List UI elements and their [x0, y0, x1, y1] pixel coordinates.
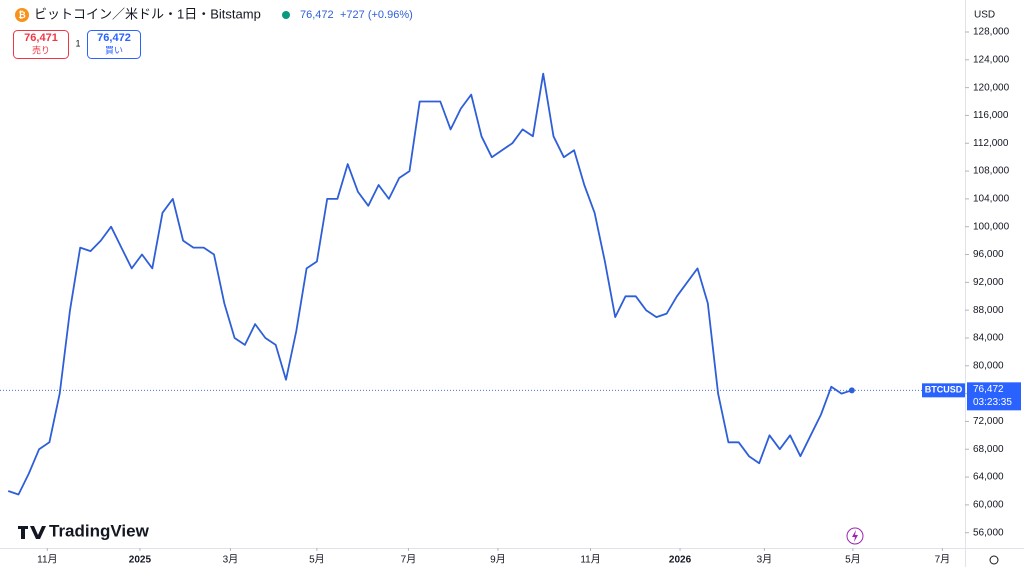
y-tick-label: 100,000: [973, 221, 1010, 232]
plot: [0, 72, 965, 496]
symbol-tag: [922, 383, 965, 398]
y-tick-label: 124,000: [973, 54, 1010, 65]
buy-button[interactable]: [87, 30, 141, 59]
buy-label: 買い: [105, 45, 123, 55]
spread: 1: [75, 38, 80, 48]
header-price: 76,472: [300, 9, 334, 21]
y-tick-label: 60,000: [973, 500, 1004, 511]
x-tick-label: 11月: [37, 554, 57, 566]
symbol-title: ビットコイン／米ドル・1日・Bitstamp: [34, 6, 261, 21]
y-tick-label: 88,000: [973, 305, 1004, 316]
price-tag: [967, 382, 1021, 411]
buy-price: 76,472: [97, 32, 131, 44]
x-tick-label: 5月: [309, 554, 325, 566]
y-tick-label: 104,000: [973, 194, 1010, 205]
price-line: [7, 72, 853, 496]
events-glyph: [852, 530, 858, 542]
y-tick-label: 68,000: [973, 444, 1004, 455]
sell-label: 売り: [32, 44, 50, 55]
btc-icon-glyph: ₿: [18, 10, 25, 20]
currency[interactable]: USD: [974, 10, 995, 21]
brand: TradingView: [49, 521, 150, 540]
y-tick-label: 120,000: [973, 82, 1010, 93]
last-point: [848, 387, 855, 394]
sell-price: 76,471: [24, 32, 58, 44]
x-tick-label: 9月: [490, 554, 506, 566]
y-tick-label: 64,000: [973, 472, 1004, 483]
price-tag-label: 76,472: [973, 384, 1004, 395]
y-tick-label: 80,000: [973, 360, 1004, 371]
header-change: +727 (+0.96%): [340, 9, 413, 21]
y-tick-label: 84,000: [973, 333, 1004, 344]
x-tick-label: 11月: [580, 554, 600, 566]
y-tick-label: 96,000: [973, 249, 1004, 260]
btc-icon: [15, 8, 29, 22]
y-tick-label: 56,000: [973, 527, 1004, 538]
x-tick-label: 7月: [935, 554, 951, 566]
y-tick-label: 72,000: [973, 416, 1004, 427]
x-tick-label: 7月: [401, 554, 417, 566]
x-tick-label: 2026: [669, 555, 692, 566]
symbol-tag-label: BTCUSD: [925, 385, 963, 395]
y-tick-label: 112,000: [973, 138, 1009, 149]
x-tick-label: 3月: [223, 554, 239, 566]
x-tick-label: 5月: [845, 554, 861, 566]
y-tick-label: 116,000: [973, 110, 1009, 121]
x-tick-label: 2025: [129, 555, 152, 566]
countdown: 03:23:35: [973, 397, 1012, 408]
brand-logo: [18, 526, 46, 539]
y-tick-label: 128,000: [973, 27, 1010, 38]
y-tick-label: 92,000: [973, 277, 1004, 288]
sell-button[interactable]: [13, 30, 69, 59]
market-status: [282, 11, 290, 19]
x-tick-label: 3月: [757, 554, 773, 566]
settings-icon[interactable]: [989, 555, 999, 565]
y-tick-label: 108,000: [973, 166, 1010, 177]
